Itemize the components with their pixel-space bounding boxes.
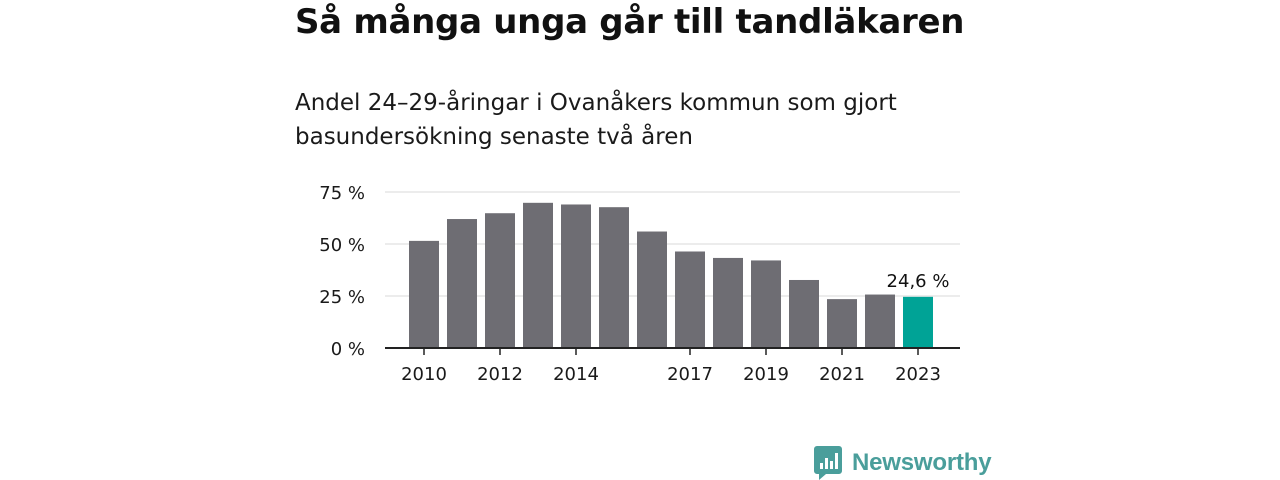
bar: [599, 207, 629, 348]
y-tick-label: 0 %: [331, 339, 365, 360]
labels: 0 % 25 % 50 % 75 % 2010 2012 2014 2017 2019 2021 2…: [319, 183, 949, 385]
bar: [675, 251, 705, 348]
brand-logo: Newsworthy: [814, 446, 992, 480]
grid-lines: [385, 191, 960, 297]
bar: [789, 279, 819, 348]
bar: [409, 240, 439, 348]
bar: [523, 202, 553, 348]
brand-name: Newsworthy: [852, 449, 992, 476]
x-tick-label: 2021: [819, 364, 865, 385]
bar: [637, 231, 667, 348]
bar: [485, 213, 515, 348]
bar: [447, 219, 477, 348]
bars: [409, 202, 933, 348]
x-tick-label: 2017: [667, 364, 713, 385]
x-tick-label: 2010: [401, 364, 447, 385]
x-tick-label: 2012: [477, 364, 523, 385]
axes: [385, 347, 960, 355]
bar: [827, 299, 857, 348]
bar-chart: 0 % 25 % 50 % 75 % 2010 2012 2014 2017 2019 2021 2…: [319, 183, 960, 385]
chart-title: Så många unga går till tandläkaren: [295, 2, 965, 42]
chart-subtitle: Andel 24–29-åringar i Ovanåkers kommun s…: [295, 90, 897, 150]
y-tick-label: 25 %: [319, 287, 365, 308]
bar: [751, 260, 781, 348]
x-tick-label: 2023: [895, 364, 941, 385]
newsworthy-logo-icon: [814, 446, 842, 480]
bar: [561, 204, 591, 348]
bar: [865, 294, 895, 348]
bar-highlight: [903, 296, 933, 348]
y-tick-label: 50 %: [319, 235, 365, 256]
x-tick-label: 2019: [743, 364, 789, 385]
bar: [713, 257, 743, 348]
x-tick-label: 2014: [553, 364, 599, 385]
data-label-highlight: 24,6 %: [887, 271, 950, 292]
y-tick-label: 75 %: [319, 183, 365, 204]
